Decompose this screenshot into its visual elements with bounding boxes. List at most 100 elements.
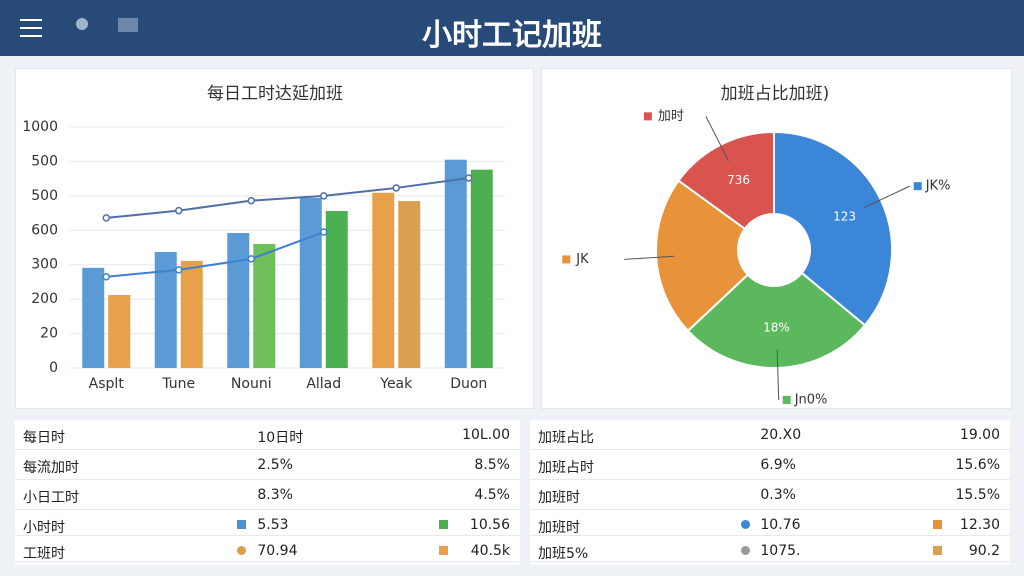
cell: 40.5k xyxy=(470,543,510,559)
point xyxy=(320,228,328,236)
slice-outer-label: Jn0% xyxy=(794,392,828,407)
icon xyxy=(933,520,943,529)
y-tick-label: 500 xyxy=(31,153,58,169)
cell: 每流加时 xyxy=(23,460,79,476)
table: 加班占比 20.X0 19.00 加班占时 6.9% 15.6% 加班时 0.3% 15.5% 加… xyxy=(530,420,1010,565)
y-tick-label: 300 xyxy=(31,257,58,273)
chart-title: 加班占比加班) xyxy=(721,84,830,104)
table-row: 加班时 0.3% 15.5% xyxy=(530,480,1010,510)
cell: 小时时 xyxy=(23,520,65,536)
x-tick-label: Duon xyxy=(450,376,487,392)
table-row: 工班时 70.94 40.5k xyxy=(15,536,520,562)
cell: 10日时 xyxy=(257,430,304,446)
icon xyxy=(237,546,247,555)
cell: 10L.00 xyxy=(462,427,510,443)
cell: 10.76 xyxy=(760,517,801,533)
bar xyxy=(398,201,421,368)
icon xyxy=(933,546,943,555)
x-tick-label: Allad xyxy=(306,376,341,392)
icon xyxy=(439,546,449,555)
wedge xyxy=(677,130,775,231)
legend-swatch xyxy=(913,182,922,191)
cell: 20.X0 xyxy=(760,427,802,443)
x-tick-label: Asplt xyxy=(89,376,125,392)
table-row: 小时时 5.53 10.56 xyxy=(15,510,520,536)
leader-line xyxy=(864,185,910,208)
cell: 19.00 xyxy=(959,427,1000,443)
cell: 90.2 xyxy=(968,543,1000,559)
bar xyxy=(82,267,105,368)
cell: 小日工时 xyxy=(23,490,79,506)
cell: 加班时 xyxy=(538,520,580,536)
bar xyxy=(299,197,322,368)
point xyxy=(247,255,255,263)
bar xyxy=(372,192,395,368)
slice-label: 18% xyxy=(763,320,790,334)
leader-line xyxy=(705,116,730,162)
table-row: 加班占比 20.X0 19.00 xyxy=(530,420,1010,450)
table-row: 加班时 10.76 12.30 xyxy=(530,510,1010,536)
icon xyxy=(237,520,247,529)
table-row: 加班5% 1075. 90.2 xyxy=(530,536,1010,562)
cell: 工班时 xyxy=(23,546,65,562)
cell: 10.56 xyxy=(469,517,510,533)
header: 小时工记加班 xyxy=(0,0,1024,56)
cell: 加班占比 xyxy=(538,430,594,446)
point xyxy=(102,273,110,281)
icon xyxy=(439,520,449,529)
point xyxy=(247,196,255,205)
cell: 1075. xyxy=(760,543,801,559)
cell: 70.94 xyxy=(257,543,298,559)
bar xyxy=(180,260,203,368)
chart-title: 每日工时达延加班 xyxy=(207,84,343,104)
y-tick-label: 20 xyxy=(40,326,58,342)
cell: 8.5% xyxy=(474,457,510,473)
line xyxy=(106,176,469,219)
wedge xyxy=(655,179,750,333)
point xyxy=(465,174,473,182)
table-row: 每日时 10日时 10L.00 xyxy=(15,420,520,450)
x-tick-label: Yeak xyxy=(379,376,413,392)
point xyxy=(175,206,183,215)
cell: 5.53 xyxy=(257,517,289,533)
y-tick-label: 0 xyxy=(49,360,58,376)
x-tick-label: Nouni xyxy=(231,376,272,392)
cell: 8.3% xyxy=(257,487,293,503)
cell: 4.5% xyxy=(474,487,510,503)
legend-swatch xyxy=(643,112,652,121)
slice-label: 123 xyxy=(833,209,856,223)
table-row: 每流加时 2.5% 8.5% xyxy=(15,450,520,480)
x-tick-label: Tune xyxy=(161,376,195,392)
cell: 0.3% xyxy=(760,487,796,503)
cell: 15.6% xyxy=(955,457,1000,473)
leader-line xyxy=(776,349,780,400)
bar xyxy=(470,169,493,368)
title: 小时工记加班 xyxy=(422,18,602,53)
line xyxy=(106,231,325,278)
cell: 15.5% xyxy=(955,487,1000,503)
slice-outer-label: 加时 xyxy=(658,109,684,124)
icon xyxy=(741,546,751,555)
bar xyxy=(253,244,276,368)
y-tick-label: 600 xyxy=(31,222,58,238)
cell: 12.30 xyxy=(959,517,1000,533)
cell: 加班时 xyxy=(538,490,580,506)
legend-swatch xyxy=(782,395,791,404)
cell: 2.5% xyxy=(257,457,293,473)
table-row: 小日工时 8.3% 4.5% xyxy=(15,480,520,510)
table-row: 加班占时 6.9% 15.6% xyxy=(530,450,1010,480)
bar xyxy=(444,159,467,368)
leader-line xyxy=(624,255,675,260)
charts: 每日工时达延加班 0 20 200 300 600 500 500 1000 Asplt Tune N… xyxy=(22,84,951,407)
point xyxy=(392,184,400,192)
y-tick-label: 500 xyxy=(31,188,58,204)
slice-outer-label: JK% xyxy=(925,179,951,194)
header-icons xyxy=(20,18,138,37)
cell: 每日时 xyxy=(23,430,65,446)
icon xyxy=(741,520,751,529)
point xyxy=(320,192,328,200)
cell: 加班5% xyxy=(538,546,589,562)
bar xyxy=(325,211,348,368)
table: 每日时 10日时 10L.00 每流加时 2.5% 8.5% 小日工时 8.3% 4.5% 小时时… xyxy=(15,420,520,565)
